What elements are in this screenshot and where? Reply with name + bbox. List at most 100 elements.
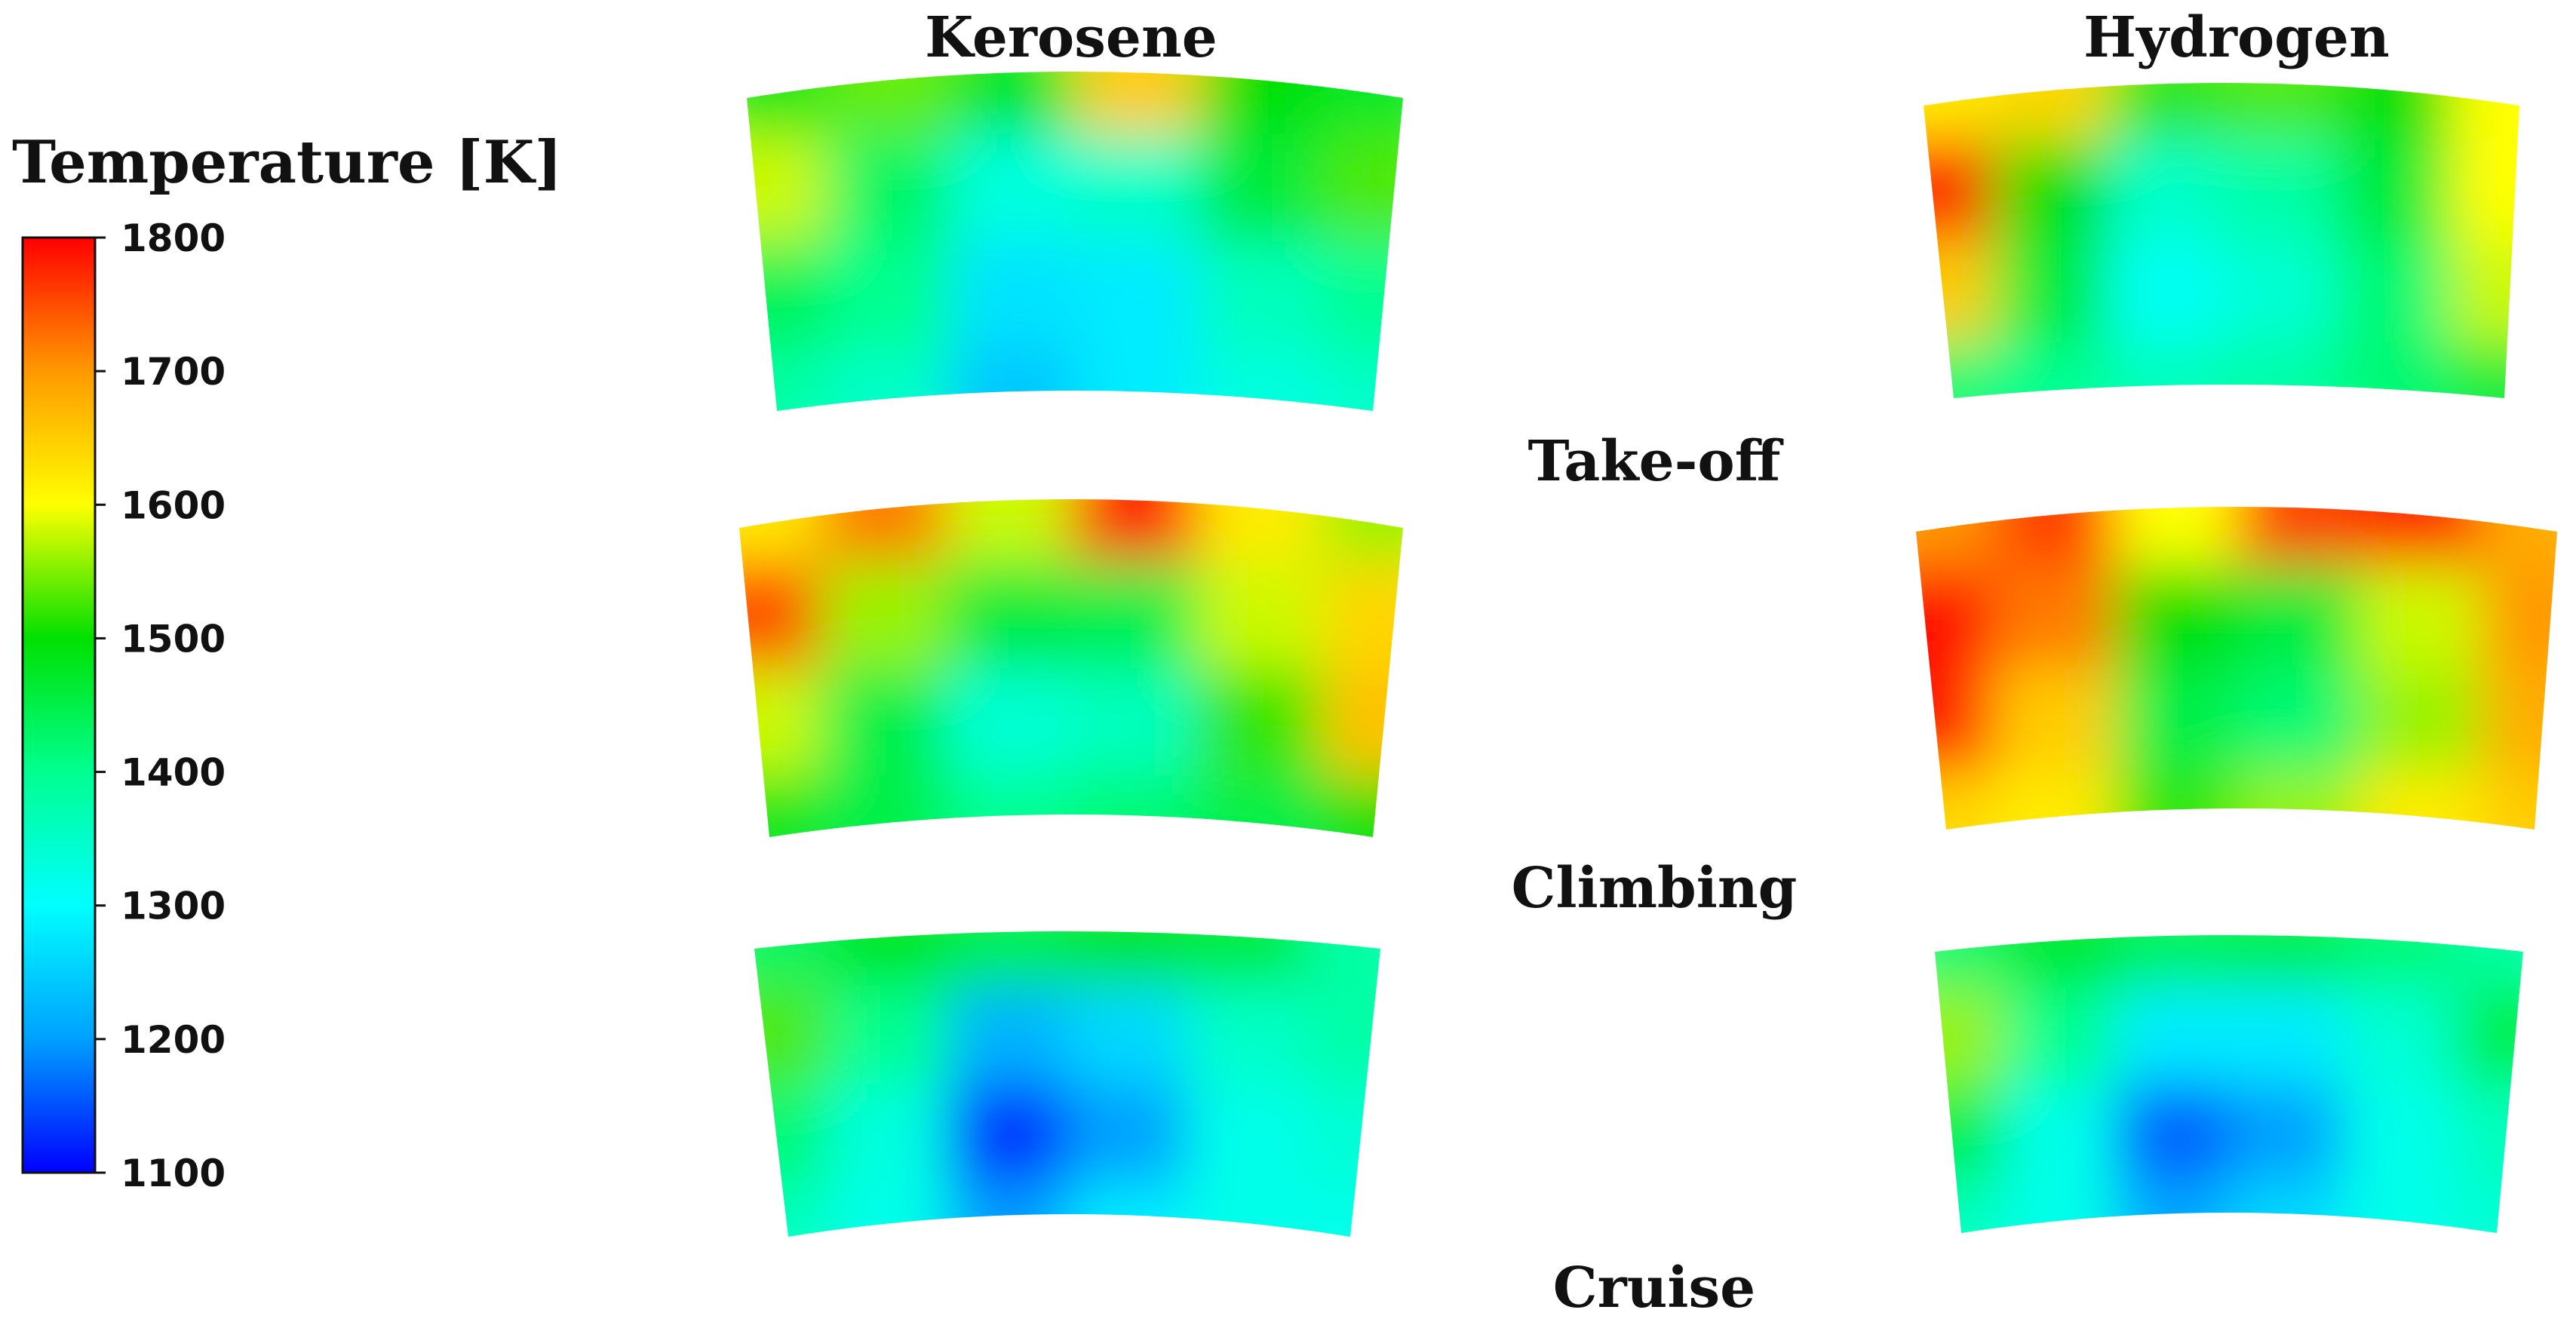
column-header-kerosene: Kerosene (925, 5, 1217, 70)
heatmap-cell (1071, 775, 1198, 837)
heatmap-cell (754, 1182, 830, 1237)
heatmap-cell (2358, 565, 2482, 669)
heatmap-cell (1924, 241, 1994, 343)
heatmap-cell (2107, 241, 2222, 343)
heatmap-cell (2116, 935, 2230, 988)
heatmap-cell (1322, 775, 1403, 837)
heatmap-cell (950, 72, 1076, 135)
heatmap-cell (1071, 499, 1198, 562)
heatmap-cell (1322, 668, 1403, 776)
heatmap-cell (739, 668, 821, 776)
heatmap-cell (2229, 1181, 2343, 1233)
colorbar-tick-label: 1200 (121, 1018, 226, 1062)
colorbar-tick-label: 1700 (121, 350, 226, 394)
heatmap-cell (945, 499, 1072, 562)
heatmap-cell (2229, 935, 2343, 988)
heatmap-cell (1916, 771, 1994, 830)
colorbar-tick-label: 1600 (121, 483, 226, 527)
heatmap-cell (2237, 507, 2360, 566)
heatmap-cell (828, 1182, 949, 1237)
heatmap-cell (950, 241, 1076, 350)
heatmap-cell (1075, 133, 1200, 242)
row-label-cruise: Cruise (1553, 1256, 1756, 1320)
column-header-hydrogen: Hydrogen (2083, 5, 2390, 70)
heatmap-cell (1199, 241, 1325, 350)
heatmap-panel-kerosene-climbing (739, 499, 1403, 837)
heatmap-cell (1924, 139, 1994, 241)
heatmap-cell (826, 348, 951, 411)
heatmap-cell (2237, 668, 2360, 772)
heatmap-cell (1324, 72, 1403, 135)
heatmap-cell (2114, 507, 2237, 566)
heatmap-cell (947, 985, 1068, 1085)
colorbar-tick-label: 1500 (121, 617, 226, 661)
heatmap-cell (947, 1182, 1068, 1237)
heatmap-cell (2450, 83, 2519, 140)
colorbar-title: Temperature [K] (12, 128, 562, 197)
heatmap-cell (1075, 241, 1200, 350)
heatmap-cell (1935, 935, 2003, 988)
heatmap-cell (819, 775, 947, 837)
heatmap-cell (1071, 561, 1198, 669)
heatmap-cell (1992, 565, 2116, 669)
heatmap-cell (1067, 1084, 1188, 1184)
heatmap-cell (2342, 935, 2456, 988)
heatmap-cell (2107, 139, 2222, 241)
heatmap-cell (2480, 771, 2557, 830)
heatmap-cell (1306, 1084, 1380, 1184)
heatmap-cell (2450, 241, 2519, 343)
heatmap-cell (1067, 931, 1188, 986)
heatmap-cell (1306, 931, 1380, 986)
heatmap-cell (826, 133, 951, 242)
heatmap-cell (1187, 1182, 1307, 1237)
heatmap-cell (1187, 1084, 1307, 1184)
heatmap-cell (2221, 342, 2337, 398)
heatmap-cell (1924, 342, 1994, 398)
heatmap-cell (1916, 565, 1994, 669)
colorbar: Temperature [K] 1800 1700 1600 1500 1400 1300… (12, 128, 562, 1195)
heatmap-cell (1075, 72, 1200, 135)
heatmap-cell (1067, 985, 1188, 1085)
heatmap-cell (2221, 139, 2337, 241)
heatmap-panel-kerosene-take-off (747, 72, 1403, 411)
heatmap-cell (2455, 935, 2523, 988)
row-label-take-off: Take-off (1527, 429, 1783, 494)
heatmap-cell (1935, 1084, 2003, 1182)
heatmap-cell (1187, 985, 1307, 1085)
heatmap-cell (739, 499, 821, 562)
heatmap-cell (1187, 931, 1307, 986)
heatmap-cell (947, 931, 1068, 986)
heatmap-cell (945, 775, 1072, 837)
heatmap-cell (2003, 986, 2117, 1085)
heatmap-panels (739, 72, 2557, 1237)
heatmap-cell (2003, 1181, 2117, 1233)
heatmap-cell (2116, 1084, 2230, 1182)
heatmap-cell (945, 668, 1072, 776)
heatmap-cell (1916, 668, 1994, 772)
heatmap-panel-hydrogen-cruise (1935, 935, 2523, 1233)
heatmap-cell (2003, 935, 2117, 988)
heatmap-cell (1067, 1182, 1188, 1237)
colorbar-tick-label: 1400 (121, 751, 226, 795)
heatmap-cell (1196, 561, 1324, 669)
heatmap-cell (1992, 771, 2116, 830)
heatmap-cell (1199, 348, 1325, 411)
heatmap-cell (1324, 348, 1403, 411)
heatmap-cell (2480, 668, 2557, 772)
heatmap-cell (2358, 507, 2482, 566)
heatmap-cell (1992, 668, 2116, 772)
heatmap-cell (950, 348, 1076, 411)
heatmap-cell (2335, 139, 2452, 241)
heatmap-panel-hydrogen-climbing (1916, 507, 2557, 830)
heatmap-cell (1196, 668, 1324, 776)
colorbar-scale (21, 236, 97, 1174)
heatmap-cell (1306, 1182, 1380, 1237)
heatmap-cell (1992, 241, 2108, 343)
heatmap-cell (945, 561, 1072, 669)
heatmap-cell (2237, 771, 2360, 830)
heatmap-cell (754, 985, 830, 1085)
heatmap-cell (2358, 668, 2482, 772)
heatmap-cell (2221, 241, 2337, 343)
heatmap-cell (2342, 1181, 2456, 1233)
